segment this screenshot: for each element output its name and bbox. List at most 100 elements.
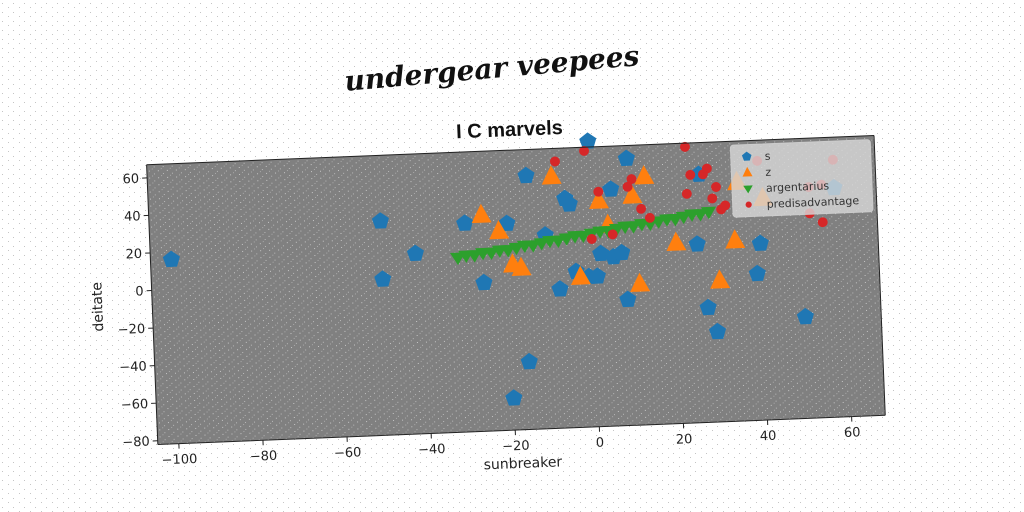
data-point <box>550 156 560 167</box>
y-tick-label: 0 <box>135 284 144 299</box>
data-point <box>751 234 769 251</box>
legend-label: z <box>765 166 772 179</box>
legend-box <box>729 139 874 218</box>
chart-title: I C marvels <box>456 117 564 143</box>
data-point <box>666 231 687 252</box>
data-point <box>483 247 499 261</box>
data-point <box>449 252 466 266</box>
data-point <box>593 186 604 197</box>
y-tick-label: 20 <box>125 247 142 263</box>
series-s <box>162 132 843 406</box>
data-point <box>748 264 766 282</box>
data-point <box>550 235 566 248</box>
x-tick-label: 20 <box>676 432 693 448</box>
data-point <box>406 244 424 262</box>
data-point <box>630 272 651 293</box>
legend-marker <box>743 185 753 194</box>
data-point <box>551 280 569 297</box>
legend-marker <box>742 166 753 177</box>
data-point <box>602 180 620 197</box>
data-point <box>575 230 591 244</box>
axes: −100 −80 −60 −40 −20 0 20 40 60 −80 −60 −40 −20 0 20 40… <box>117 135 886 468</box>
data-point <box>471 203 492 224</box>
data-point <box>667 213 683 227</box>
data-point <box>617 149 635 167</box>
data-point <box>701 163 712 174</box>
data-point <box>707 193 718 204</box>
x-tick-label: 40 <box>760 429 777 445</box>
right-spine <box>873 135 886 416</box>
data-point <box>589 189 610 210</box>
data-point <box>700 206 717 220</box>
x-tick-label: −80 <box>250 449 278 465</box>
data-point <box>498 214 516 232</box>
data-point <box>592 244 610 262</box>
data-point <box>685 169 696 180</box>
x-tick-label: −100 <box>161 452 197 468</box>
data-point <box>817 217 828 228</box>
data-point <box>374 270 392 287</box>
data-point <box>533 237 549 251</box>
legend-label: s <box>764 150 771 163</box>
data-point <box>586 234 597 244</box>
x-tick-label: −20 <box>502 439 530 455</box>
data-point <box>511 256 532 277</box>
data-point <box>710 269 731 289</box>
y-tick-label: 40 <box>124 209 141 225</box>
data-point <box>162 250 180 268</box>
legend-marker <box>745 201 752 208</box>
data-point <box>520 352 538 370</box>
x-tick-label: −40 <box>418 442 446 458</box>
legend-marker <box>741 151 752 161</box>
data-point <box>371 212 389 229</box>
data-point <box>600 225 616 239</box>
data-point <box>588 267 606 284</box>
data-point <box>725 229 746 249</box>
data-point <box>636 203 647 214</box>
x-axis-label: sunbreaker <box>483 454 562 473</box>
y-axis-line <box>146 164 159 445</box>
y-tick-label: 60 <box>122 172 139 188</box>
y-axis-label: deitate <box>89 282 107 332</box>
data-point <box>579 132 597 149</box>
data-point <box>560 195 578 212</box>
y-tick-label: −20 <box>117 322 145 338</box>
legend-label: argentarius <box>766 179 830 195</box>
data-point <box>692 208 708 222</box>
data-point <box>570 265 591 285</box>
x-tick-label: −60 <box>334 445 362 461</box>
x-axis-line <box>157 414 886 445</box>
data-point <box>642 218 658 232</box>
data-point <box>541 165 562 185</box>
data-point <box>500 244 516 258</box>
data-point <box>708 322 727 340</box>
data-point <box>688 235 706 252</box>
data-point <box>505 389 523 406</box>
y-tick-label: −60 <box>121 397 149 413</box>
y-tick-label: −80 <box>122 435 150 451</box>
data-point <box>608 223 625 237</box>
data-point <box>711 182 721 192</box>
x-tick-label: 0 <box>596 436 605 451</box>
data-point <box>466 249 482 263</box>
data-point <box>613 243 631 261</box>
data-point <box>634 165 655 185</box>
data-point <box>475 273 493 291</box>
data-point <box>622 184 643 204</box>
data-point <box>622 181 633 192</box>
top-spine <box>146 135 875 166</box>
data-point <box>525 239 541 253</box>
data-point <box>626 174 637 185</box>
data-point <box>456 214 474 231</box>
data-point <box>508 242 524 256</box>
data-point <box>679 141 690 152</box>
data-point <box>489 219 510 240</box>
data-point <box>607 229 618 240</box>
data-point <box>579 145 589 156</box>
data-point <box>644 212 655 223</box>
data-point <box>558 233 574 246</box>
data-point <box>720 200 731 211</box>
data-point <box>681 188 692 199</box>
